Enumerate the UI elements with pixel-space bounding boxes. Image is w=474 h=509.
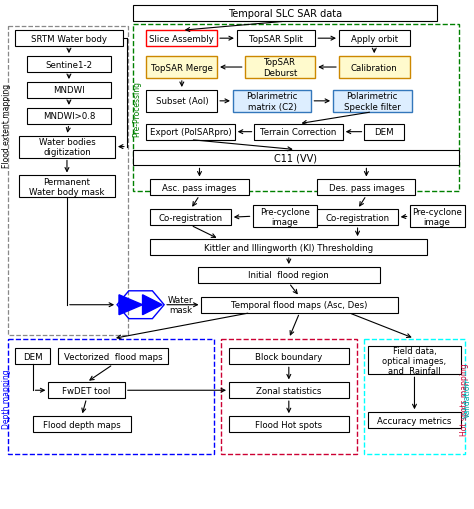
FancyBboxPatch shape <box>368 412 461 428</box>
Text: Slice Assembly: Slice Assembly <box>149 35 214 44</box>
FancyBboxPatch shape <box>255 125 343 140</box>
Text: Vectorized  flood maps: Vectorized flood maps <box>64 352 163 361</box>
Text: TopSAR Merge: TopSAR Merge <box>151 64 213 72</box>
Text: Water
mask: Water mask <box>168 295 193 315</box>
FancyBboxPatch shape <box>201 297 398 313</box>
FancyBboxPatch shape <box>27 57 111 73</box>
Text: Calibration: Calibration <box>351 64 398 72</box>
Polygon shape <box>143 295 162 315</box>
Text: DEM: DEM <box>374 128 394 137</box>
Text: Pre-cyclone
image: Pre-cyclone image <box>260 207 310 227</box>
Text: Sentine1-2: Sentine1-2 <box>46 61 92 69</box>
Bar <box>365 339 465 454</box>
FancyBboxPatch shape <box>333 91 411 112</box>
FancyBboxPatch shape <box>146 91 217 112</box>
FancyBboxPatch shape <box>229 349 349 364</box>
FancyBboxPatch shape <box>33 416 131 432</box>
Text: Permanent
Water body mask: Permanent Water body mask <box>29 177 105 196</box>
Text: Export (PolSARpro): Export (PolSARpro) <box>150 128 231 137</box>
FancyBboxPatch shape <box>48 383 125 399</box>
FancyBboxPatch shape <box>253 206 317 228</box>
Text: Temporal flood maps (Asc, Des): Temporal flood maps (Asc, Des) <box>231 301 368 309</box>
Text: Co-registration: Co-registration <box>326 213 390 222</box>
Text: C11 (VV): C11 (VV) <box>274 153 317 163</box>
FancyBboxPatch shape <box>146 31 217 47</box>
Text: Flood depth maps: Flood depth maps <box>43 420 120 429</box>
FancyBboxPatch shape <box>58 349 168 364</box>
Text: Temporal SLC SAR data: Temporal SLC SAR data <box>228 9 342 19</box>
Text: TopSAR Split: TopSAR Split <box>249 35 303 44</box>
Text: Polarimetric
matrix (C2): Polarimetric matrix (C2) <box>246 92 298 111</box>
FancyBboxPatch shape <box>150 180 248 196</box>
Text: Field data,
optical images,
and  Rainfall: Field data, optical images, and Rainfall <box>383 346 447 376</box>
Text: Pre-Processing: Pre-Processing <box>132 80 141 136</box>
Text: Depth mapping: Depth mapping <box>1 369 10 428</box>
Text: Block boundary: Block boundary <box>255 352 322 361</box>
FancyBboxPatch shape <box>146 125 235 140</box>
Text: Validation: Validation <box>463 379 472 417</box>
FancyBboxPatch shape <box>150 210 231 225</box>
Text: Polarimetric
Speckle filter: Polarimetric Speckle filter <box>344 92 401 111</box>
Text: Kittler and Illingworth (KI) Thresholding: Kittler and Illingworth (KI) Thresholdin… <box>204 243 374 252</box>
Polygon shape <box>119 295 143 315</box>
Text: FwDET tool: FwDET tool <box>63 386 111 395</box>
Text: Terrain Correction: Terrain Correction <box>260 128 337 137</box>
FancyBboxPatch shape <box>368 347 461 375</box>
FancyBboxPatch shape <box>237 31 315 47</box>
FancyBboxPatch shape <box>133 6 437 22</box>
Text: MNDWI>0.8: MNDWI>0.8 <box>43 112 95 121</box>
FancyBboxPatch shape <box>245 57 315 79</box>
FancyBboxPatch shape <box>15 349 50 364</box>
Bar <box>133 25 459 192</box>
Text: Hot spots mapping: Hot spots mapping <box>460 362 469 435</box>
Text: Co-registration: Co-registration <box>159 213 223 222</box>
Text: Apply orbit: Apply orbit <box>351 35 398 44</box>
Bar <box>8 339 214 454</box>
FancyBboxPatch shape <box>150 240 427 256</box>
FancyBboxPatch shape <box>229 383 349 399</box>
FancyBboxPatch shape <box>339 57 410 79</box>
Bar <box>8 27 128 335</box>
FancyBboxPatch shape <box>365 125 404 140</box>
FancyBboxPatch shape <box>339 31 410 47</box>
FancyBboxPatch shape <box>27 108 111 125</box>
Text: Asc. pass images: Asc. pass images <box>162 184 237 192</box>
Text: Pre-cyclone
image: Pre-cyclone image <box>412 207 462 227</box>
Text: Initial  flood region: Initial flood region <box>248 271 329 280</box>
Text: Accuracy metrics: Accuracy metrics <box>377 416 452 425</box>
Text: MNDWI: MNDWI <box>53 86 85 95</box>
FancyBboxPatch shape <box>27 83 111 99</box>
Text: DEM: DEM <box>23 352 42 361</box>
Text: Flood Hot spots: Flood Hot spots <box>255 420 322 429</box>
FancyBboxPatch shape <box>146 57 217 79</box>
Text: Zonal statistics: Zonal statistics <box>256 386 321 395</box>
Text: TopSAR
Deburst: TopSAR Deburst <box>263 58 297 77</box>
FancyBboxPatch shape <box>317 180 416 196</box>
Bar <box>221 339 356 454</box>
FancyBboxPatch shape <box>15 31 123 47</box>
Text: Des. pass images: Des. pass images <box>328 184 404 192</box>
FancyBboxPatch shape <box>198 267 380 284</box>
Text: Water bodies
digitization: Water bodies digitization <box>38 137 95 157</box>
FancyBboxPatch shape <box>233 91 311 112</box>
FancyBboxPatch shape <box>317 210 398 225</box>
FancyBboxPatch shape <box>133 150 459 166</box>
FancyBboxPatch shape <box>229 416 349 432</box>
Text: SRTM Water body: SRTM Water body <box>31 35 107 44</box>
FancyBboxPatch shape <box>19 136 115 158</box>
FancyBboxPatch shape <box>19 176 115 198</box>
FancyBboxPatch shape <box>410 206 465 228</box>
Text: Flood extent mapping: Flood extent mapping <box>1 83 10 167</box>
Text: Subset (AoI): Subset (AoI) <box>155 97 208 106</box>
